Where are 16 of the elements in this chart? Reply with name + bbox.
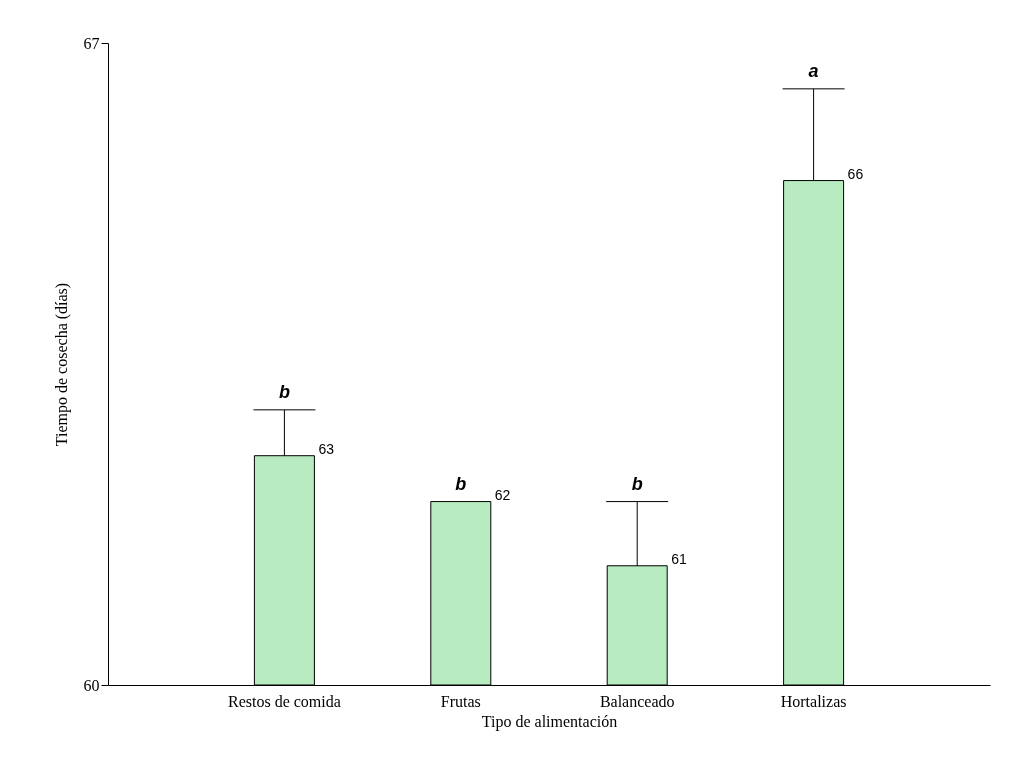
y-tick-label: 67 bbox=[83, 34, 100, 52]
x-tick-label: Hortalizas bbox=[780, 692, 847, 710]
data-label: 61 bbox=[671, 550, 687, 567]
annotation: b bbox=[631, 473, 643, 494]
data-label: 66 bbox=[847, 165, 864, 182]
annotation: b bbox=[455, 473, 467, 494]
x-axis-title: Tipo de alimentación bbox=[481, 712, 618, 731]
annotation: a bbox=[808, 60, 819, 81]
x-tick-label: Balanceado bbox=[599, 692, 675, 710]
data-label: 62 bbox=[494, 486, 511, 503]
y-tick-label: 60 bbox=[83, 676, 100, 694]
data-label: 63 bbox=[318, 440, 335, 457]
x-tick-label: Restos de comida bbox=[227, 692, 341, 710]
y-axis-title: Tiempo de cosecha (días) bbox=[52, 282, 71, 447]
annotation: b bbox=[278, 381, 290, 402]
x-tick-label: Frutas bbox=[440, 692, 481, 710]
